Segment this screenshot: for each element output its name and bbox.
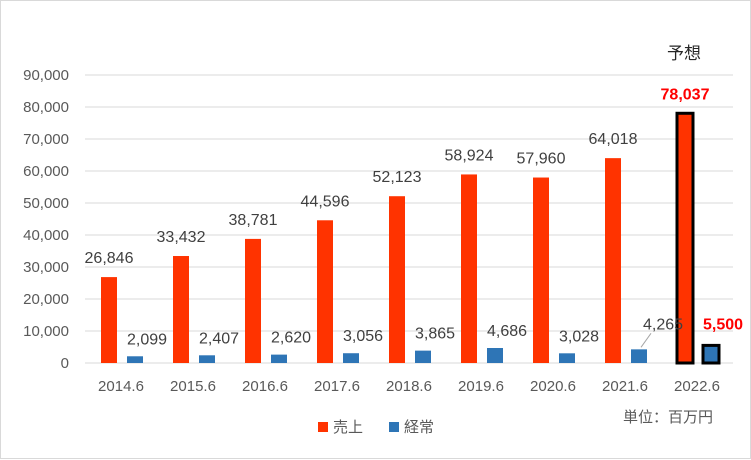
y-tick-label: 40,000 (23, 227, 69, 244)
data-label-ordinary-profit: 5,500 (703, 316, 743, 333)
x-tick-label: 2022.6 (674, 378, 720, 395)
x-tick-label: 2021.6 (602, 378, 648, 395)
y-axis-ticks: 0 10,000 20,000 30,000 40,000 50,000 60,000 70,… (23, 67, 69, 372)
bar-ordinary-profit (415, 350, 431, 363)
data-label-ordinary-profit: 4,686 (487, 323, 527, 340)
legend-label-sales: 売上 (333, 418, 363, 436)
bar-sales (461, 174, 477, 363)
bar-ordinary-profit (199, 355, 215, 363)
bar-ordinary-profit (487, 348, 503, 363)
bar-sales (675, 111, 695, 365)
y-tick-label: 70,000 (23, 131, 69, 148)
x-tick-label: 2014.6 (98, 378, 144, 395)
y-tick-label: 0 (61, 355, 69, 372)
bar-ordinary-profit (631, 349, 647, 363)
x-tick-label: 2019.6 (458, 378, 504, 395)
data-label-sales: 38,781 (229, 212, 278, 229)
y-tick-label: 10,000 (23, 323, 69, 340)
data-label-sales: 26,846 (85, 250, 134, 267)
x-axis-ticks: 2014.6 2015.6 2016.6 2017.6 2018.6 2019.6 2020… (98, 378, 720, 395)
data-label-ordinary-profit: 3,028 (559, 328, 599, 345)
bar-ordinary-profit (271, 354, 287, 363)
data-label-ordinary-profit: 3,865 (415, 326, 455, 343)
forecast-label: 予想 (667, 44, 701, 64)
legend-label-ordinary-profit: 経常 (404, 418, 434, 436)
y-tick-label: 20,000 (23, 291, 69, 308)
data-label-sales: 52,123 (373, 169, 422, 186)
data-label-ordinary-profit: 2,099 (127, 331, 167, 348)
data-label-sales: 57,960 (517, 151, 566, 168)
bar-sales (533, 177, 549, 363)
data-label-sales: 78,037 (661, 86, 710, 103)
unit-label: 単位：百万円 (623, 408, 713, 426)
data-label-ordinary-profit: 2,407 (199, 330, 239, 347)
bar-sales (101, 277, 117, 363)
legend: 売上 経常 (318, 418, 434, 436)
bar-ordinary-profit (343, 353, 359, 363)
x-tick-label: 2020.6 (530, 378, 576, 395)
bar-sales (245, 238, 261, 363)
data-label-sales: 58,924 (445, 147, 494, 164)
data-labels: 26,846 2,099 33,432 2,407 38,781 2,620 44,596 3… (85, 86, 744, 348)
y-tick-label: 80,000 (23, 99, 69, 116)
gridlines (85, 74, 733, 364)
x-tick-label: 2016.6 (242, 378, 288, 395)
data-label-sales: 44,596 (301, 193, 350, 210)
bar-ordinary-profit (127, 356, 143, 363)
x-tick-label: 2017.6 (314, 378, 360, 395)
y-tick-label: 60,000 (23, 163, 69, 180)
bar-sales (317, 220, 333, 363)
bars (101, 111, 721, 365)
legend-swatch-sales (318, 422, 328, 432)
bar-sales (173, 256, 189, 363)
bar-ordinary-profit (701, 343, 721, 365)
bar-sales (389, 196, 405, 363)
x-tick-label: 2018.6 (386, 378, 432, 395)
data-label-ordinary-profit: 2,620 (271, 330, 311, 347)
bar-ordinary-profit (559, 353, 575, 363)
data-label-sales: 33,432 (157, 229, 206, 246)
data-label-ordinary-profit: 3,056 (343, 328, 383, 345)
bar-sales (605, 158, 621, 363)
data-label-leader-line (640, 333, 652, 348)
y-tick-label: 50,000 (23, 195, 69, 212)
legend-swatch-ordinary-profit (389, 422, 399, 432)
data-label-sales: 64,018 (589, 131, 638, 148)
y-tick-label: 30,000 (23, 259, 69, 276)
x-tick-label: 2015.6 (170, 378, 216, 395)
y-tick-label: 90,000 (23, 67, 69, 84)
data-label-ordinary-profit: 4,265 (643, 316, 683, 333)
